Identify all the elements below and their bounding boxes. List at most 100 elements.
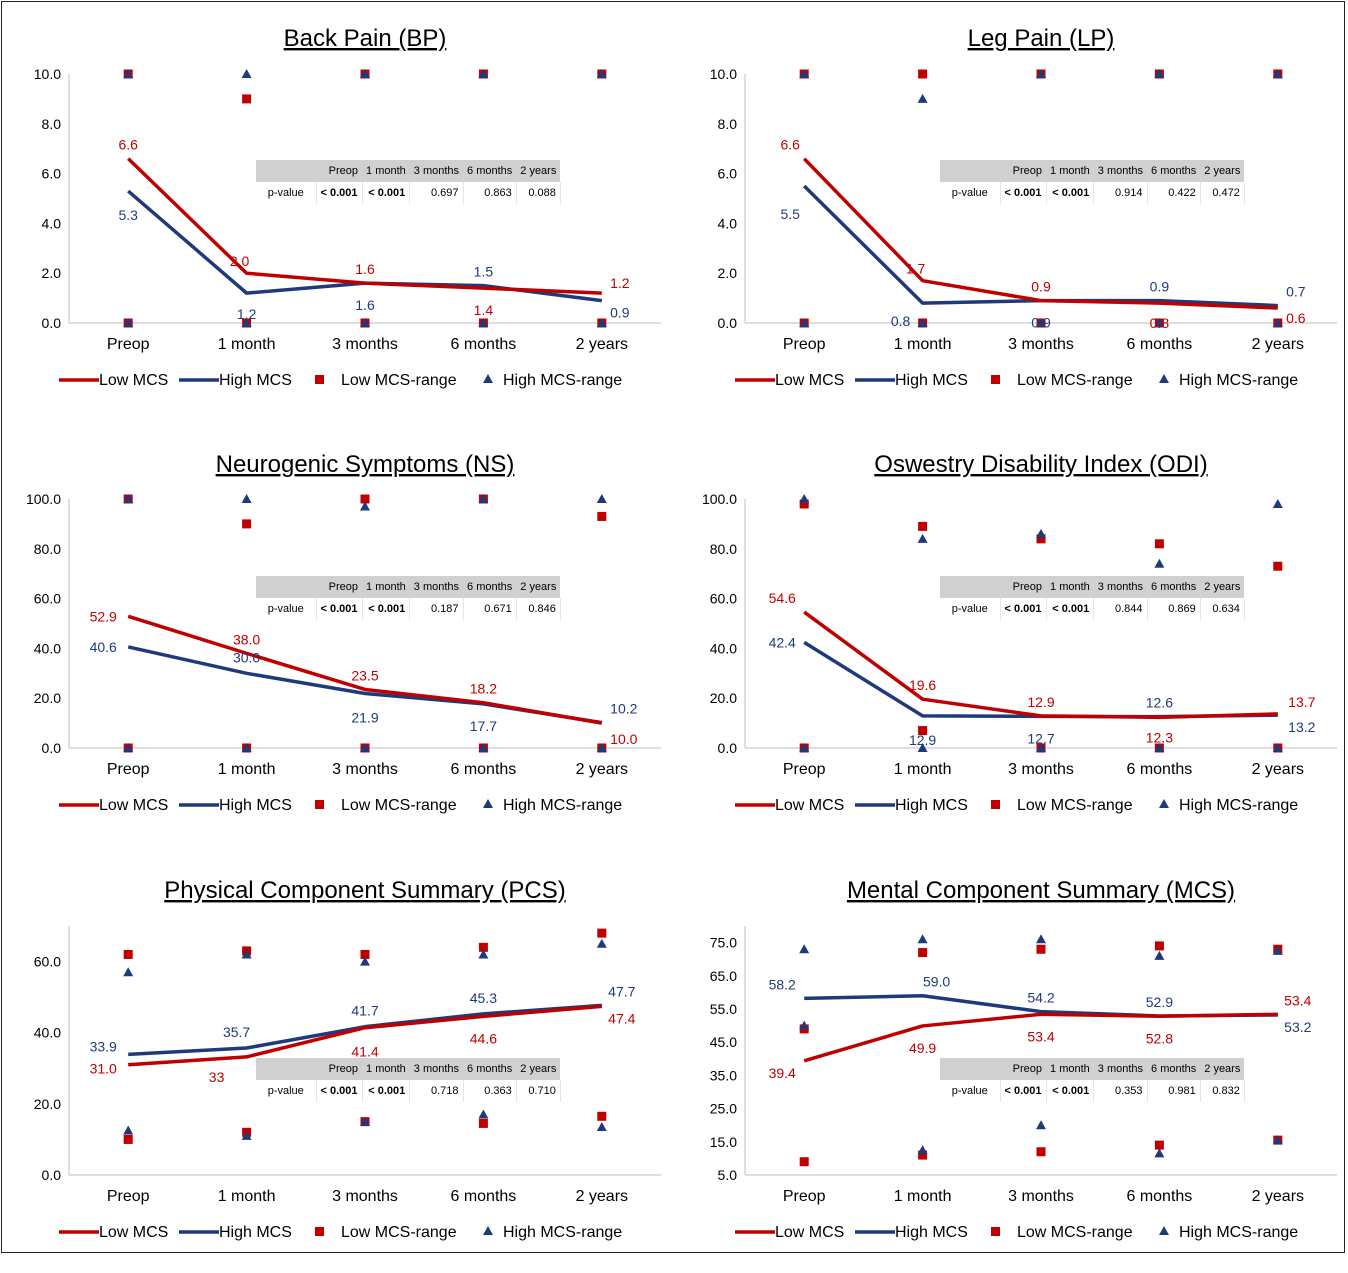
high-mcs-data-label: 0.9 [1150, 279, 1170, 295]
high-range-marker [1036, 934, 1046, 944]
high-range-marker [241, 743, 252, 752]
table-header-cell: 3 months [1093, 160, 1148, 182]
legend-label: Low MCS [775, 1224, 844, 1241]
x-tick-label: 1 month [894, 336, 952, 353]
y-tick-label: 0.0 [718, 315, 738, 331]
low-range-marker [799, 1157, 809, 1167]
high-range-marker [360, 501, 370, 511]
table-header-cell: Preop [1000, 576, 1047, 598]
y-tick-label: 0.0 [718, 740, 738, 756]
x-tick-label: 6 months [450, 336, 516, 353]
high-mcs-data-label: 30.0 [233, 649, 260, 665]
low-range-marker [478, 942, 488, 952]
high-range-marker [799, 743, 810, 752]
y-tick-label: 35.0 [710, 1067, 737, 1083]
high-range-marker [478, 743, 489, 752]
low-mcs-data-label: 6.6 [780, 137, 800, 153]
legend-label: Low MCS-range [341, 372, 457, 389]
high-range-marker [478, 949, 489, 959]
x-tick-label: 3 months [332, 761, 398, 778]
y-tick-label: 40.0 [710, 640, 737, 656]
chart-panel-6: Mental Component Summary (MCS) 5.0 15.0 25.… [683, 868, 1343, 1273]
y-tick-label: 40.0 [34, 640, 61, 656]
high-range-marker [917, 318, 928, 327]
y-tick-label: 45.0 [710, 1034, 737, 1050]
legend-triangle-swatch [483, 1226, 493, 1235]
table-header-cell: 2 years [516, 160, 561, 182]
high-mcs-data-label: 58.2 [769, 976, 796, 992]
low-range-marker [918, 1150, 928, 1160]
p-value-cell: < 0.001 [1000, 598, 1047, 620]
legend-square-swatch [991, 800, 1000, 809]
y-tick-label: 10.0 [34, 66, 61, 82]
legend-label: High MCS [895, 1224, 968, 1241]
p-value-cell: < 0.001 [1000, 182, 1047, 204]
low-range-marker [360, 949, 370, 959]
legend-label: Low MCS [775, 372, 844, 389]
high-range-marker [123, 318, 134, 327]
legend-label: Low MCS-range [1017, 797, 1133, 814]
x-tick-label: 1 month [218, 1188, 276, 1205]
legend-square-swatch [315, 375, 324, 384]
high-mcs-data-label: 5.5 [780, 206, 800, 222]
chart-title: Leg Pain (LP) [968, 25, 1115, 52]
high-range-marker [596, 494, 607, 503]
chart-panel-4: Oswestry Disability Index (ODI) 0.0 20.0 40… [683, 442, 1343, 847]
low-range-marker [1036, 1147, 1046, 1157]
y-tick-label: 15.0 [710, 1134, 737, 1150]
high-range-marker [799, 494, 810, 503]
high-range-marker [799, 944, 810, 954]
p-value-cell: < 0.001 [362, 182, 411, 204]
low-mcs-data-label: 52.8 [1146, 1030, 1173, 1046]
p-value-cell: < 0.001 [1046, 1080, 1095, 1102]
p-value-cell: 0.697 [409, 182, 464, 204]
low-range-marker [1036, 944, 1046, 954]
y-tick-label: 60.0 [34, 954, 61, 970]
high-range-marker [1036, 743, 1046, 752]
p-value-cell: 0.353 [1093, 1080, 1148, 1102]
x-tick-label: 3 months [1008, 336, 1074, 353]
y-tick-label: 0.0 [42, 1167, 62, 1183]
table-row-label: p-value [940, 1080, 1001, 1102]
high-range-marker [596, 69, 607, 78]
high-range-marker [123, 743, 134, 752]
x-tick-label: 1 month [218, 761, 276, 778]
low-mcs-data-label: 2.0 [230, 253, 250, 269]
p-value-cell: 0.088 [516, 182, 561, 204]
low-mcs-data-label: 0.8 [1150, 315, 1170, 331]
legend-label: High MCS [219, 372, 292, 389]
high-range-marker [1272, 318, 1283, 327]
low-range-marker [597, 1111, 607, 1121]
p-value-cell: 0.671 [463, 598, 517, 620]
p-value-cell: 0.472 [1200, 182, 1245, 204]
low-range-marker [242, 94, 252, 104]
y-tick-label: 8.0 [718, 116, 738, 132]
y-tick-label: 0.0 [42, 315, 62, 331]
table-header-cell: Preop [1000, 1058, 1047, 1080]
x-tick-label: Preop [107, 761, 150, 778]
low-range-marker [918, 521, 928, 531]
high-range-marker [596, 743, 607, 752]
legend-triangle-swatch [1159, 799, 1169, 808]
y-tick-label: 6.0 [718, 166, 738, 182]
p-value-cell: < 0.001 [316, 1080, 363, 1102]
high-mcs-data-label: 54.2 [1027, 990, 1054, 1006]
legend-label: High MCS [895, 797, 968, 814]
high-range-marker [1154, 950, 1165, 960]
low-range-marker [918, 726, 928, 736]
table-corner [256, 576, 316, 598]
x-tick-label: 6 months [450, 761, 516, 778]
table-header-cell: 1 month [362, 160, 410, 182]
x-tick-label: 2 years [1252, 761, 1304, 778]
table-header-cell: 1 month [1046, 1058, 1094, 1080]
low-range-marker [123, 949, 133, 959]
low-mcs-data-label: 1.6 [355, 261, 375, 277]
y-tick-label: 60.0 [34, 591, 61, 607]
x-tick-label: 3 months [332, 336, 398, 353]
x-tick-label: 2 years [1252, 336, 1304, 353]
p-value-cell: 0.869 [1147, 598, 1201, 620]
low-mcs-data-label: 44.6 [470, 1030, 497, 1046]
legend-square-swatch [315, 800, 324, 809]
